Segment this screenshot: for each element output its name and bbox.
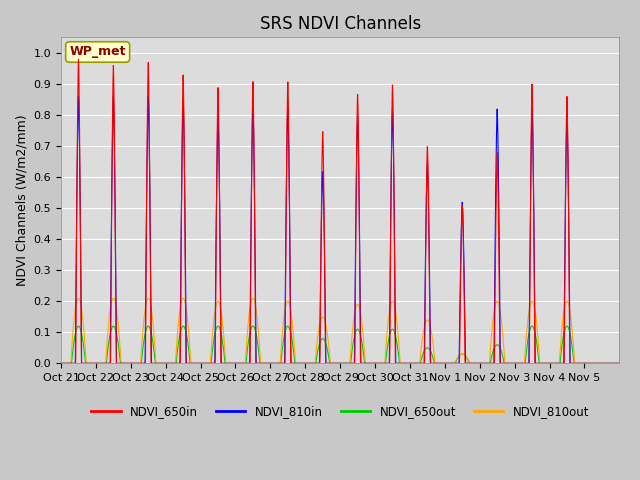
Title: SRS NDVI Channels: SRS NDVI Channels <box>260 15 420 33</box>
Y-axis label: NDVI Channels (W/m2/mm): NDVI Channels (W/m2/mm) <box>15 115 28 286</box>
Text: WP_met: WP_met <box>69 46 126 59</box>
Legend: NDVI_650in, NDVI_810in, NDVI_650out, NDVI_810out: NDVI_650in, NDVI_810in, NDVI_650out, NDV… <box>86 400 594 423</box>
